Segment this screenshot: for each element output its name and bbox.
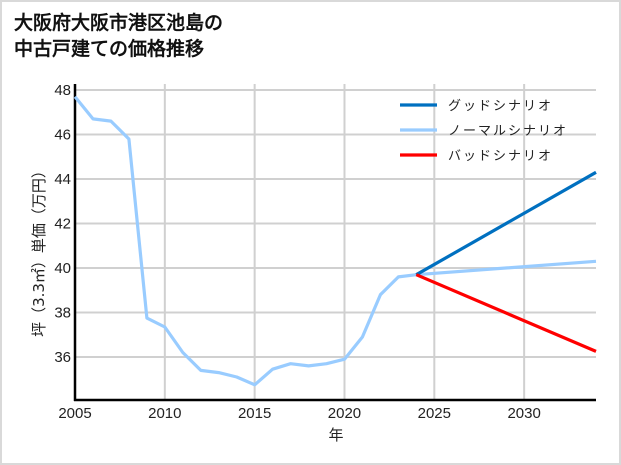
series-lines bbox=[73, 95, 597, 387]
x-tick-label: 2020 bbox=[328, 405, 361, 422]
y-axis-label: 坪（3.3㎡）単価（万円） bbox=[30, 163, 48, 337]
legend-label: ノーマルシナリオ bbox=[448, 124, 568, 139]
y-tick-label: 48 bbox=[54, 82, 71, 99]
legend-label: バッドシナリオ bbox=[448, 149, 553, 164]
x-axis-label: 年 bbox=[328, 426, 343, 444]
y-tick-label: 38 bbox=[54, 305, 71, 322]
chart-title: 大阪府大阪市港区池島の 中古戸建ての価格推移 bbox=[14, 12, 224, 60]
axes: 2005 2010 2015 2020 2025 2030 36 38 40 42 44 46 48 bbox=[54, 82, 596, 422]
x-tick-label: 2025 bbox=[418, 405, 451, 422]
x-tick-label: 2005 bbox=[58, 405, 91, 422]
y-tick-label: 36 bbox=[54, 349, 71, 366]
y-tick-label: 42 bbox=[54, 216, 71, 233]
x-tick-label: 2030 bbox=[507, 405, 540, 422]
gridlines bbox=[75, 84, 596, 400]
y-tick-label: 40 bbox=[54, 260, 71, 277]
x-tick-label: 2010 bbox=[148, 405, 181, 422]
series-line bbox=[415, 273, 597, 353]
y-tick-label: 46 bbox=[54, 127, 71, 144]
legend-label: グッドシナリオ bbox=[448, 99, 553, 114]
x-tick-label: 2015 bbox=[238, 405, 271, 422]
y-tick-label: 44 bbox=[54, 171, 71, 188]
series-line bbox=[73, 95, 597, 387]
series-line bbox=[415, 170, 597, 277]
